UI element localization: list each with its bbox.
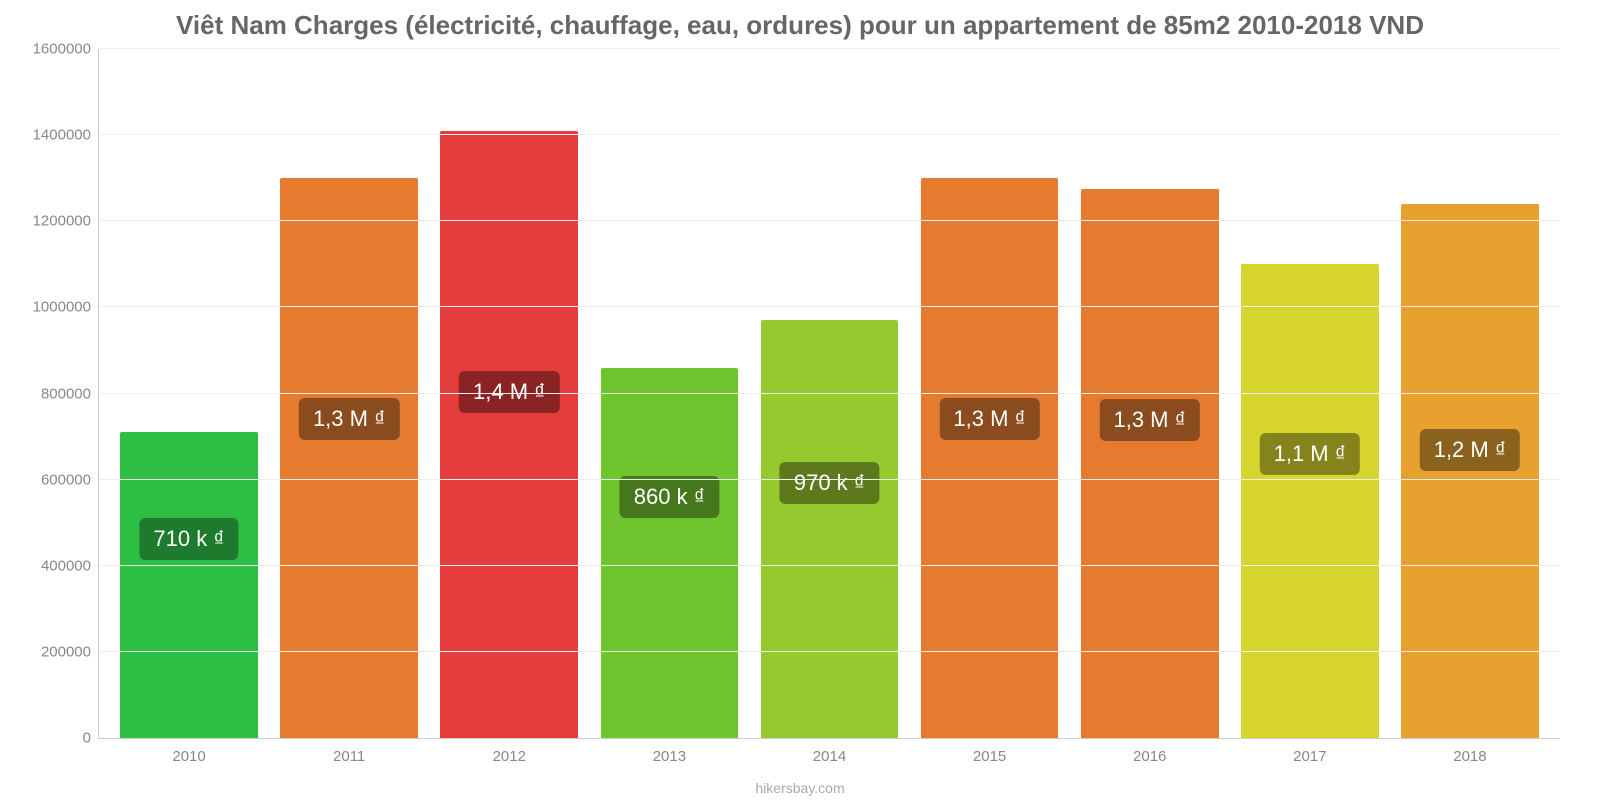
x-tick-label: 2016 xyxy=(1133,738,1166,765)
bar[interactable]: 1,2 M ₫ xyxy=(1401,204,1539,738)
bar[interactable]: 1,3 M ₫ xyxy=(1081,189,1219,738)
chart-container: Viêt Nam Charges (électricité, chauffage… xyxy=(0,0,1600,800)
bar-slot: 1,3 M ₫2011 xyxy=(269,49,429,738)
bar-slot: 1,2 M ₫2018 xyxy=(1390,49,1550,738)
gridline xyxy=(99,48,1560,49)
gridline xyxy=(99,565,1560,566)
bar[interactable]: 1,4 M ₫ xyxy=(440,131,578,738)
bar-slot: 1,4 M ₫2012 xyxy=(429,49,589,738)
x-tick-label: 2017 xyxy=(1293,738,1326,765)
bar-slot: 970 k ₫2014 xyxy=(749,49,909,738)
x-tick-label: 2018 xyxy=(1453,738,1486,765)
gridline xyxy=(99,220,1560,221)
attribution-text: hikersbay.com xyxy=(755,780,844,796)
gridline xyxy=(99,393,1560,394)
x-tick-label: 2014 xyxy=(813,738,846,765)
bar-value-badge: 1,2 M ₫ xyxy=(1420,429,1520,471)
bar-value-badge: 710 k ₫ xyxy=(139,518,238,560)
bar-slot: 1,1 M ₫2017 xyxy=(1230,49,1390,738)
y-tick-label: 800000 xyxy=(41,385,99,402)
x-tick-label: 2015 xyxy=(973,738,1006,765)
y-tick-label: 1000000 xyxy=(33,299,99,316)
bar-slot: 1,3 M ₫2016 xyxy=(1070,49,1230,738)
bar[interactable]: 1,3 M ₫ xyxy=(280,178,418,738)
gridline xyxy=(99,134,1560,135)
bars-row: 710 k ₫20101,3 M ₫20111,4 M ₫2012860 k ₫… xyxy=(99,49,1560,738)
x-tick-label: 2010 xyxy=(172,738,205,765)
gridline xyxy=(99,651,1560,652)
x-tick-label: 2012 xyxy=(493,738,526,765)
bar[interactable]: 1,1 M ₫ xyxy=(1241,264,1379,738)
gridline xyxy=(99,306,1560,307)
x-tick-label: 2011 xyxy=(333,738,365,765)
bar-value-badge: 860 k ₫ xyxy=(620,476,719,518)
bar[interactable]: 1,3 M ₫ xyxy=(921,178,1059,738)
bar-slot: 710 k ₫2010 xyxy=(109,49,269,738)
y-tick-label: 200000 xyxy=(41,643,99,660)
y-tick-label: 1400000 xyxy=(33,127,99,144)
gridline xyxy=(99,479,1560,480)
y-tick-label: 0 xyxy=(83,730,99,747)
y-tick-label: 1600000 xyxy=(33,41,99,58)
bar[interactable]: 970 k ₫ xyxy=(761,320,899,738)
y-tick-label: 400000 xyxy=(41,557,99,574)
bar[interactable]: 860 k ₫ xyxy=(601,368,739,738)
bar-value-badge: 1,3 M ₫ xyxy=(939,398,1039,440)
chart-title: Viêt Nam Charges (électricité, chauffage… xyxy=(20,10,1580,41)
bar-value-badge: 1,1 M ₫ xyxy=(1260,433,1360,475)
bar-slot: 1,3 M ₫2015 xyxy=(910,49,1070,738)
bar-value-badge: 1,3 M ₫ xyxy=(1099,399,1199,441)
bar-value-badge: 1,3 M ₫ xyxy=(299,398,399,440)
bar-slot: 860 k ₫2013 xyxy=(589,49,749,738)
y-tick-label: 600000 xyxy=(41,471,99,488)
bar-value-badge: 970 k ₫ xyxy=(780,462,879,504)
x-tick-label: 2013 xyxy=(653,738,686,765)
plot-area: 710 k ₫20101,3 M ₫20111,4 M ₫2012860 k ₫… xyxy=(98,49,1560,739)
y-tick-label: 1200000 xyxy=(33,213,99,230)
